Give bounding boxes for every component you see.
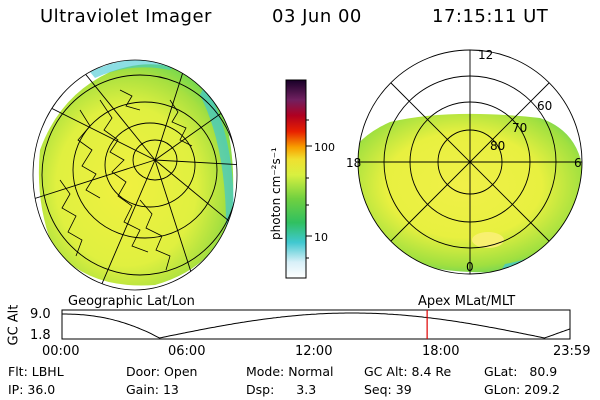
gain-value: 13	[162, 382, 179, 397]
gc-alt-value: 8.4 Re	[411, 364, 452, 379]
mlt-label-18: 18	[346, 156, 361, 170]
status-glat: GLat: 80.9	[484, 364, 558, 379]
lat-label-70: 70	[512, 121, 527, 135]
seq-value: 39	[395, 382, 412, 397]
colorbar-tick-100: 100	[314, 141, 335, 154]
geo-panel-label: Geographic Lat/Lon	[68, 294, 195, 309]
mode-value: Normal	[288, 364, 334, 379]
glat-value: 80.9	[529, 364, 558, 379]
colorbar-unit: photon cm⁻²s⁻¹	[269, 147, 283, 240]
glon-value: 209.2	[524, 382, 560, 397]
status-gain: Gain: 13	[126, 382, 179, 397]
mlt-label-0: 0	[466, 260, 474, 274]
apex-polar-plot: 12 18 6 0 60 70 80	[346, 48, 583, 275]
instrument-title: Ultraviolet Imager	[40, 6, 212, 27]
colorbar: 100 10 photon cm⁻²s⁻¹	[269, 79, 335, 279]
mlt-label-12: 12	[478, 48, 493, 62]
mlt-label-6: 6	[574, 156, 582, 170]
status-mode: Mode: Normal	[246, 364, 334, 379]
altitude-ytick-max: 9.0	[30, 307, 51, 322]
date-label: 03 Jun 00	[272, 6, 362, 27]
status-seq: Seq: 39	[364, 382, 412, 397]
status-dsp: Dsp: 3.3	[246, 382, 317, 397]
dsp-value: 3.3	[296, 382, 317, 397]
status-gc-alt: GC Alt: 8.4 Re	[364, 364, 452, 379]
filter-value: LBHL	[31, 364, 64, 379]
lat-label-60: 60	[537, 99, 552, 113]
xtick-2359: 23:59	[553, 344, 591, 359]
altitude-curve	[62, 312, 571, 339]
lat-label-80: 80	[490, 139, 505, 153]
altitude-plot	[61, 309, 571, 340]
status-door: Door: Open	[126, 364, 198, 379]
xtick-1800: 18:00	[422, 344, 460, 359]
time-label: 17:15:11 UT	[432, 6, 549, 27]
geographic-map	[32, 59, 238, 291]
xtick-0600: 06:00	[168, 344, 206, 359]
status-filter: Flt: LBHL	[8, 364, 64, 379]
xtick-0000: 00:00	[42, 344, 80, 359]
ip-value: 36.0	[27, 382, 56, 397]
altitude-ytick-min: 1.8	[30, 328, 51, 343]
status-ip: IP: 36.0	[8, 382, 56, 397]
apex-panel-label: Apex MLat/MLT	[418, 294, 516, 309]
colorbar-tick-10: 10	[314, 231, 328, 244]
status-glon: GLon: 209.2	[484, 382, 560, 397]
xtick-1200: 12:00	[295, 344, 333, 359]
altitude-ylabel: GC Alt	[6, 304, 22, 346]
door-value: Open	[164, 364, 198, 379]
